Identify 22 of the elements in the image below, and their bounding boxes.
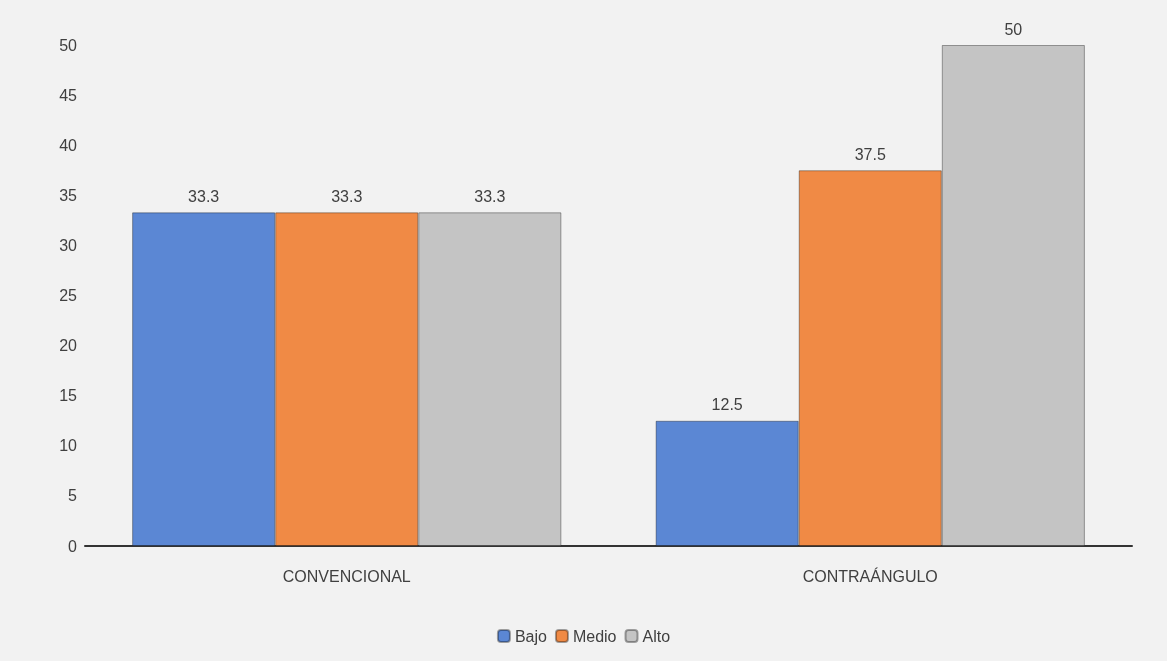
- x-tick-label: CONTRAÁNGULO: [802, 566, 938, 585]
- y-tick-label: 50: [59, 36, 78, 54]
- data-label: 12.5: [711, 396, 743, 414]
- y-tick-label: 25: [59, 287, 78, 304]
- y-tick-label: 5: [68, 487, 78, 505]
- data-label: 37.5: [854, 145, 886, 163]
- y-tick-label: 0: [68, 537, 78, 555]
- data-label: 50: [1004, 20, 1023, 38]
- legend-label: Bajo: [514, 627, 548, 645]
- y-tick-label: 45: [59, 86, 78, 104]
- y-tick-label: 30: [59, 236, 78, 254]
- y-tick-label: 40: [59, 136, 78, 154]
- legend-label: Alto: [642, 627, 671, 645]
- y-tick-label: 20: [59, 337, 78, 355]
- y-tick-label: 15: [59, 387, 78, 405]
- data-label: 33.3: [331, 187, 363, 205]
- legend-label: Medio: [572, 627, 617, 645]
- x-tick-label: CONVENCIONAL: [282, 567, 411, 585]
- y-tick-label: 10: [59, 437, 78, 455]
- data-label: 33.3: [474, 187, 506, 205]
- data-label: 33.3: [188, 187, 220, 205]
- y-tick-label: 35: [59, 186, 78, 204]
